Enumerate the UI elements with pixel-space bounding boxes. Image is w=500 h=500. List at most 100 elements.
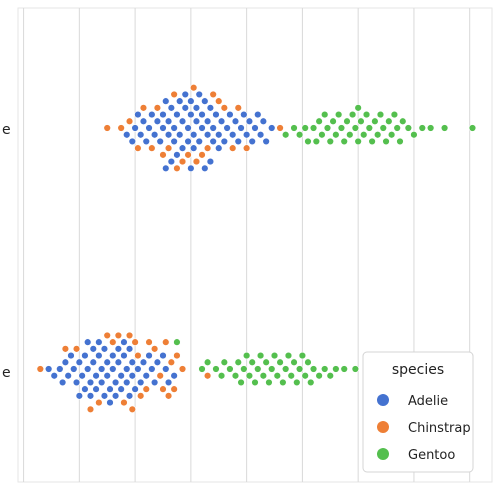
swarm-point-adelie xyxy=(131,385,139,393)
swarm-point-adelie xyxy=(100,392,109,400)
swarm-point-adelie xyxy=(95,351,103,360)
swarm-point-chinstrap xyxy=(159,385,167,393)
swarm-point-chinstrap xyxy=(61,345,70,353)
swarm-point-chinstrap xyxy=(184,151,192,159)
swarm-point-adelie xyxy=(89,358,97,366)
swarm-point-gentoo xyxy=(399,117,407,125)
swarm-point-adelie xyxy=(181,90,189,99)
swarm-point-gentoo xyxy=(440,124,449,132)
swarm-point-adelie xyxy=(81,351,89,360)
swarm-point-adelie xyxy=(86,378,95,387)
swarm-point-adelie xyxy=(203,131,212,139)
swarm-point-adelie xyxy=(84,365,92,373)
swarm-point-gentoo xyxy=(262,358,270,366)
swarm-point-adelie xyxy=(187,164,195,173)
swarm-point-chinstrap xyxy=(170,385,178,393)
swarm-point-gentoo xyxy=(307,378,315,387)
swarm-point-gentoo xyxy=(265,378,273,387)
swarm-point-chinstrap xyxy=(72,345,81,353)
swarm-point-chinstrap xyxy=(114,331,123,340)
legend-marker-chinstrap xyxy=(377,421,389,433)
swarm-point-adelie xyxy=(56,365,64,373)
swarm-point-adelie xyxy=(106,398,114,407)
swarm-point-gentoo xyxy=(290,124,298,132)
swarm-point-adelie xyxy=(162,365,170,373)
swarm-point-chinstrap xyxy=(86,405,95,413)
swarm-point-adelie xyxy=(109,351,117,360)
swarm-point-adelie xyxy=(231,117,240,125)
swarm-point-chinstrap xyxy=(228,144,237,152)
swarm-point-adelie xyxy=(123,365,131,373)
swarm-point-adelie xyxy=(170,124,178,132)
swarm-point-adelie xyxy=(145,351,153,360)
swarm-point-adelie xyxy=(262,137,270,146)
swarm-point-gentoo xyxy=(295,365,304,373)
swarm-point-adelie xyxy=(109,365,117,373)
swarm-point-gentoo xyxy=(357,117,365,125)
swarm-point-gentoo xyxy=(354,137,362,146)
swarm-point-chinstrap xyxy=(131,338,139,346)
swarm-point-gentoo xyxy=(315,372,323,380)
swarm-point-chinstrap xyxy=(36,365,45,373)
swarm-point-chinstrap xyxy=(125,117,134,125)
swarm-point-adelie xyxy=(187,97,195,105)
swarm-point-chinstrap xyxy=(145,338,153,346)
swarm-point-chinstrap xyxy=(203,144,212,152)
swarm-point-adelie xyxy=(97,365,106,373)
swarm-point-adelie xyxy=(189,131,198,139)
swarm-point-gentoo xyxy=(340,137,348,146)
swarm-point-adelie xyxy=(86,392,95,400)
swarm-point-gentoo xyxy=(326,372,334,380)
swarm-point-gentoo xyxy=(304,358,312,366)
swarm-point-gentoo xyxy=(351,124,360,132)
swarm-point-chinstrap xyxy=(164,392,173,400)
swarm-point-adelie xyxy=(234,137,242,146)
swarm-point-adelie xyxy=(142,137,150,146)
swarm-point-adelie xyxy=(176,131,184,139)
swarm-point-adelie xyxy=(178,144,187,152)
swarm-point-adelie xyxy=(201,164,209,173)
swarm-point-gentoo xyxy=(337,124,346,132)
swarm-point-chinstrap xyxy=(164,144,173,152)
swarm-point-gentoo xyxy=(256,351,265,360)
swarm-point-gentoo xyxy=(273,372,282,380)
swarm-point-adelie xyxy=(170,137,178,146)
swarm-point-adelie xyxy=(173,151,181,159)
swarm-point-gentoo xyxy=(315,117,323,125)
swarm-point-adelie xyxy=(228,131,237,139)
swarm-point-gentoo xyxy=(281,365,290,373)
swarm-point-gentoo xyxy=(332,365,340,373)
legend-label-chinstrap: Chinstrap xyxy=(408,421,471,436)
swarm-point-adelie xyxy=(217,117,226,125)
swarm-point-adelie xyxy=(153,117,162,125)
swarm-point-adelie xyxy=(134,365,142,373)
swarm-point-gentoo xyxy=(248,358,256,366)
swarm-point-chinstrap xyxy=(198,151,206,159)
legend-marker-gentoo xyxy=(377,448,389,460)
swarm-point-adelie xyxy=(209,124,217,132)
swarm-point-adelie xyxy=(70,365,78,373)
swarm-point-gentoo xyxy=(418,124,426,132)
swarm-point-gentoo xyxy=(301,124,309,132)
swarm-point-gentoo xyxy=(382,137,390,146)
swarm-point-gentoo xyxy=(340,365,348,373)
swarm-point-adelie xyxy=(92,372,100,380)
swarm-point-gentoo xyxy=(360,131,368,139)
swarm-point-chinstrap xyxy=(103,124,111,132)
swarm-point-adelie xyxy=(148,365,156,373)
swarm-point-gentoo xyxy=(318,131,326,139)
swarm-point-adelie xyxy=(136,378,145,387)
swarm-point-chinstrap xyxy=(117,124,125,132)
swarm-point-chinstrap xyxy=(167,358,176,366)
swarm-point-chinstrap xyxy=(178,157,187,166)
swarm-point-adelie xyxy=(103,372,111,380)
swarm-point-adelie xyxy=(206,157,215,166)
swarm-point-chinstrap xyxy=(136,392,145,400)
swarm-point-gentoo xyxy=(251,378,259,387)
swarm-point-gentoo xyxy=(354,104,362,112)
swarm-point-gentoo xyxy=(234,358,242,366)
swarm-point-adelie xyxy=(215,144,223,152)
swarm-point-adelie xyxy=(209,137,217,146)
swarm-point-gentoo xyxy=(387,131,396,139)
swarm-point-gentoo xyxy=(321,365,329,373)
